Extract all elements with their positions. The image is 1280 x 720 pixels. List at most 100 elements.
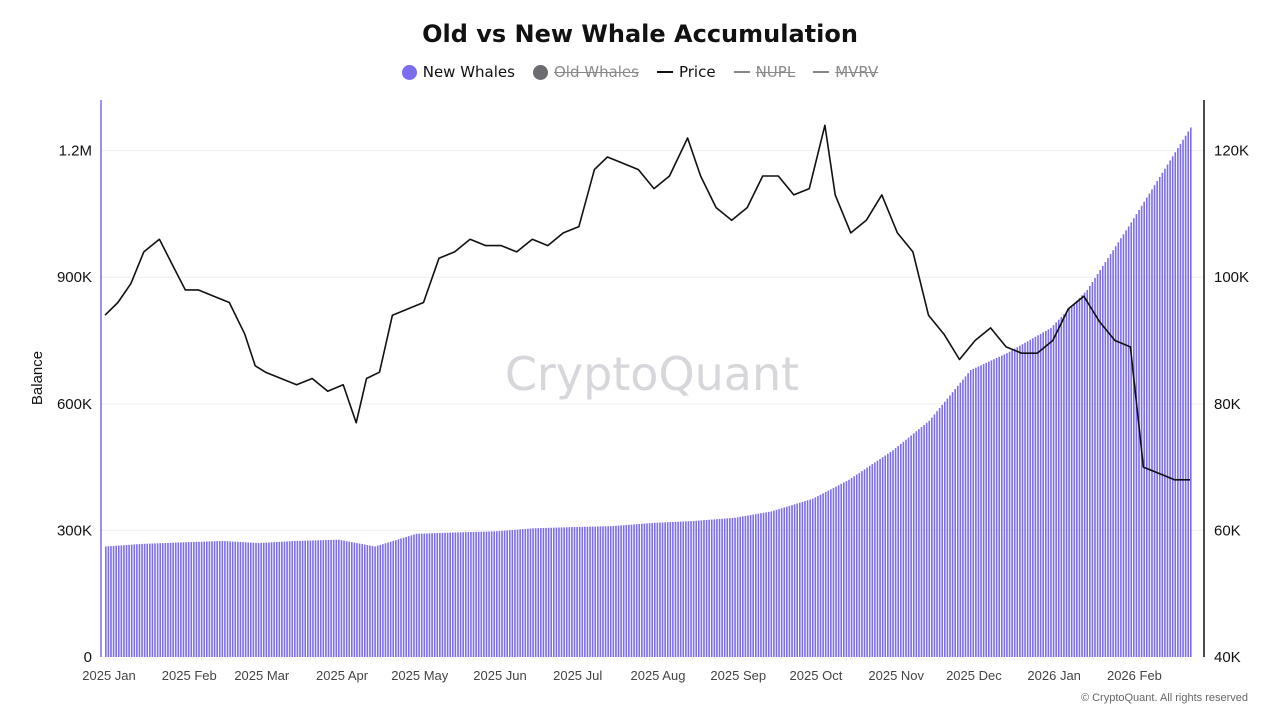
new-whales-bar [1063, 314, 1065, 657]
new-whales-bar [713, 519, 716, 657]
new-whales-bar [413, 534, 415, 657]
new-whales-bar [778, 509, 780, 657]
new-whales-bar [791, 505, 793, 657]
new-whales-bar [881, 457, 884, 657]
new-whales-bar [146, 543, 149, 657]
new-whales-bar [1127, 226, 1130, 657]
legend-item-old-whales[interactable]: Old Whales [532, 63, 639, 81]
x-tick-label: 2025 Jun [473, 668, 527, 683]
new-whales-bar [879, 458, 881, 657]
new-whales-bar [848, 479, 850, 657]
new-whales-bar [1021, 344, 1024, 657]
new-whales-bar [1073, 303, 1076, 657]
new-whales-bar [415, 533, 418, 657]
new-whales-bar [306, 540, 309, 657]
new-whales-bar [850, 478, 853, 657]
new-whales-bar [275, 542, 278, 657]
new-whales-bar [868, 465, 871, 657]
new-whales-bar [757, 513, 760, 657]
new-whales-bar [190, 542, 193, 657]
new-whales-bar [1171, 156, 1174, 657]
new-whales-bar [115, 545, 117, 657]
new-whales-bar [1070, 306, 1073, 657]
new-whales-bar [804, 501, 806, 657]
new-whales-bar [242, 542, 244, 657]
new-whales-bar [464, 532, 467, 657]
new-whales-bar [397, 539, 400, 657]
legend-item-price[interactable]: Price [656, 63, 716, 81]
new-whales-bar [133, 544, 136, 657]
new-whales-bar [708, 519, 710, 657]
x-tick-label: 2025 Dec [946, 668, 1002, 683]
new-whales-bar [962, 379, 964, 657]
new-whales-bar [257, 543, 260, 657]
new-whales-bar [589, 526, 591, 657]
new-whales-bar [521, 529, 524, 657]
new-whales-bar [294, 540, 296, 657]
new-whales-bar [679, 521, 682, 657]
new-whales-bar [1169, 160, 1171, 657]
new-whales-bar [358, 543, 361, 657]
x-tick-label: 2025 Aug [630, 668, 685, 683]
new-whales-bar [573, 527, 576, 657]
new-whales-bar [1037, 335, 1039, 657]
new-whales-bar [576, 526, 578, 657]
new-whales-bar [159, 543, 161, 657]
new-whales-bar [830, 489, 832, 657]
new-whales-bar [117, 545, 120, 657]
new-whales-bar [529, 528, 532, 657]
new-whales-bar [928, 420, 931, 657]
new-whales-bar [198, 541, 200, 657]
new-whales-bar [646, 523, 648, 657]
new-whales-bar [519, 529, 521, 657]
new-whales-bar [641, 523, 643, 657]
new-whales-bar [806, 500, 809, 657]
new-whales-bar [628, 524, 630, 657]
new-whales-bar [894, 448, 897, 658]
new-whales-bar [441, 532, 444, 657]
new-whales-bar [1140, 205, 1143, 658]
new-whales-bar [542, 527, 545, 657]
new-whales-bar [516, 529, 519, 657]
legend-item-new-whales[interactable]: New Whales [401, 63, 515, 81]
new-whales-dot-icon [401, 64, 417, 80]
legend-item-nupl[interactable]: NUPL [733, 63, 795, 81]
new-whales-bar [687, 521, 690, 657]
new-whales-bar [451, 532, 454, 657]
new-whales-bar [149, 543, 151, 657]
new-whales-bar [436, 533, 439, 657]
new-whales-bar [221, 540, 224, 657]
new-whales-bar [923, 424, 925, 657]
new-whales-bar [428, 533, 431, 657]
new-whales-bar [1016, 347, 1019, 657]
new-whales-bar [1179, 143, 1182, 657]
new-whales-bar [213, 541, 216, 657]
new-whales-bar [682, 521, 685, 657]
new-whales-bar [892, 450, 894, 657]
x-tick-label: 2026 Jan [1027, 668, 1081, 683]
new-whales-bar [889, 451, 892, 657]
new-whales-bar [1032, 338, 1034, 657]
new-whales-bar [1177, 148, 1179, 657]
new-whales-bar [765, 512, 767, 657]
new-whales-bar [612, 525, 615, 657]
legend-item-mvrv[interactable]: MVRV [813, 63, 878, 81]
new-whales-bar [395, 540, 397, 657]
new-whales-bar [718, 518, 721, 657]
new-whales-bar [656, 522, 659, 657]
new-whales-bar [141, 543, 143, 657]
new-whales-bar [956, 385, 959, 657]
new-whales-bar [739, 516, 742, 657]
new-whales-bar [457, 532, 459, 657]
new-whales-bar [796, 503, 799, 657]
new-whales-bar [853, 476, 855, 657]
axes [100, 100, 1205, 657]
new-whales-bar [698, 520, 700, 657]
new-whales-bar [483, 531, 485, 657]
new-whales-bar [1153, 185, 1156, 657]
new-whales-bar [216, 541, 218, 657]
new-whales-bar [1101, 266, 1104, 657]
new-whales-bar [773, 510, 775, 657]
old-whales-dot-icon [532, 64, 548, 80]
